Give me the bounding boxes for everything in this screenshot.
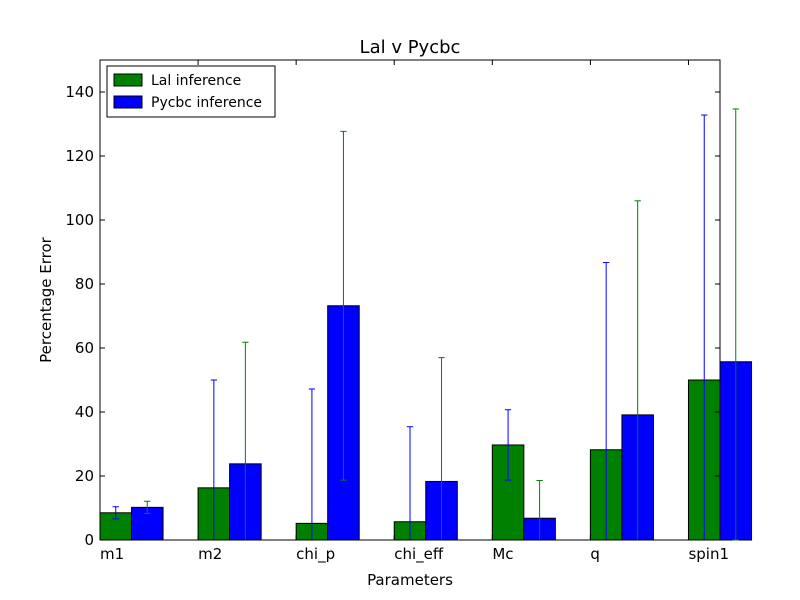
x-tick-label-q: q xyxy=(590,545,600,563)
x-tick-label-m1: m1 xyxy=(100,545,124,563)
x-tick-label-Mc: Mc xyxy=(492,545,513,563)
chart-title: Lal v Pycbc xyxy=(360,37,461,58)
x-tick-label-chi_eff: chi_eff xyxy=(394,545,444,564)
y-tick-label-20: 20 xyxy=(75,467,94,485)
y-tick-label-60: 60 xyxy=(75,339,94,357)
legend-label-lal-inference: Lal inference xyxy=(151,73,241,89)
x-axis-label: Parameters xyxy=(367,571,453,589)
y-axis-label: Percentage Error xyxy=(37,236,55,363)
legend-swatch-pycbc-inference xyxy=(113,95,143,109)
legend-label-pycbc-inference: Pycbc inference xyxy=(151,95,262,111)
y-tick-label-100: 100 xyxy=(65,211,94,229)
y-axis: 0 20 40 60 80 100 120 140 xyxy=(65,83,720,549)
plot-area-frame xyxy=(99,59,721,541)
y-tick-label-0: 0 xyxy=(84,531,94,549)
legend: Lal inference Pycbc inference xyxy=(106,65,276,118)
x-tick-label-spin1: spin1 xyxy=(688,545,729,563)
y-tick-label-140: 140 xyxy=(65,83,94,101)
x-tick-label-m2: m2 xyxy=(198,545,222,563)
y-tick-label-40: 40 xyxy=(75,403,94,421)
x-tick-label-chi_p: chi_p xyxy=(296,545,335,564)
y-tick-label-120: 120 xyxy=(65,147,94,165)
y-tick-label-80: 80 xyxy=(75,275,94,293)
error-bars-layer xyxy=(112,108,739,541)
legend-swatch-lal-inference xyxy=(113,73,143,87)
x-axis: m1 m2 chi_p chi_eff Mc q spin1 xyxy=(99,60,729,564)
